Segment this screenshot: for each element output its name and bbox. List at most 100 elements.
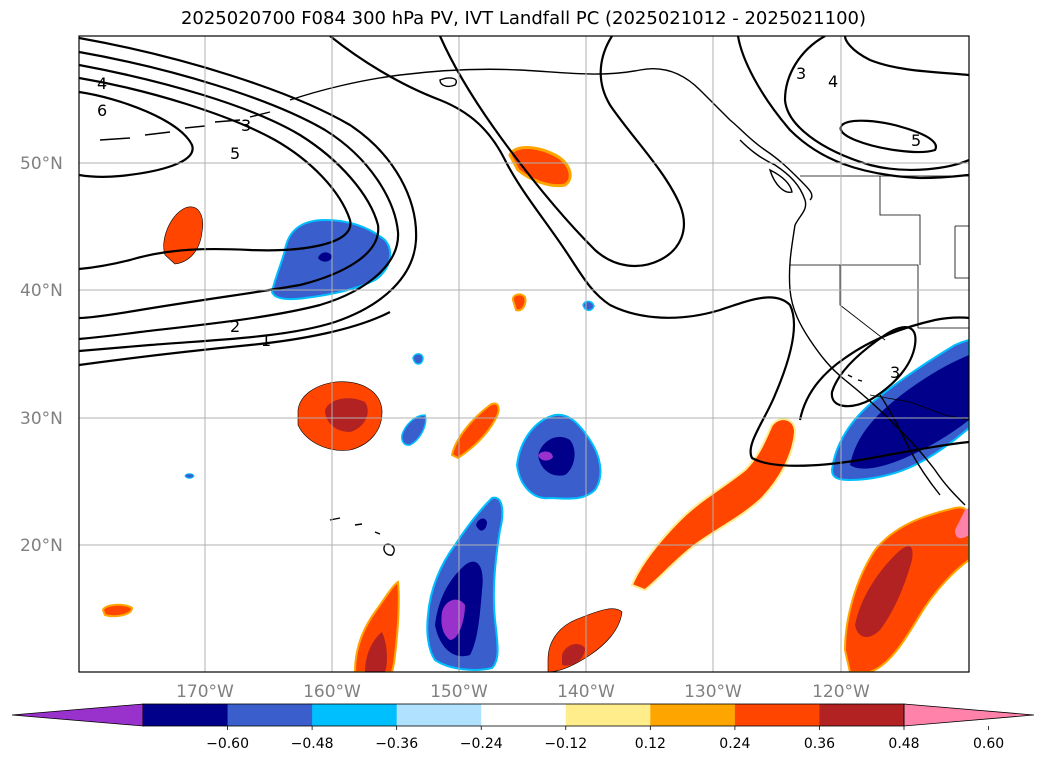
political-borders: [790, 175, 969, 421]
lon-label: 120°W: [812, 682, 870, 702]
colorbar-segment: [734, 704, 820, 726]
lon-label: 130°W: [684, 682, 742, 702]
contour-closed-150w: [438, 36, 685, 267]
colorbar-segment: [650, 704, 736, 726]
colorbar-segment: [227, 704, 313, 726]
pos-region-south-140w: [547, 608, 623, 672]
pos-region-small-40n: [511, 293, 527, 312]
contour-3-east: [736, 36, 969, 180]
pos-region-aleutian: [163, 206, 203, 265]
contour-6: [79, 90, 194, 178]
colorbar-tick-label: −0.48: [291, 736, 334, 752]
map-area: 4 6 3 5 2 1 3 4 5 3: [79, 36, 969, 672]
lat-label: 20°N: [20, 536, 63, 556]
contour-label: 1: [261, 331, 271, 350]
neg-core-california: [850, 355, 969, 469]
contour-5: [79, 76, 352, 271]
lon-label: 150°W: [430, 682, 488, 702]
longitude-labels: 170°W 160°W 150°W 140°W 130°W 120°W: [176, 682, 870, 702]
colorbar-segment: [143, 704, 229, 726]
contour-labels: 4 6 3 5 2 1 3 4 5 3: [97, 64, 921, 382]
colorbar-tick-label: −0.36: [375, 736, 418, 752]
pos-region-mexico-coast: [843, 506, 969, 672]
neg-region-small-152w: [412, 353, 424, 365]
pos-core-mexico-coast: [855, 546, 913, 637]
contour-label: 4: [828, 72, 838, 91]
latitude-labels: 50°N 40°N 30°N 20°N: [20, 154, 63, 556]
contour-label: 3: [241, 116, 251, 135]
colorbar-segment: [312, 704, 398, 726]
vancouver-island: [768, 168, 793, 193]
colorbar-tick-label: 0.48: [888, 736, 919, 752]
contour-north-loop: [843, 36, 969, 77]
contour-5-east: [839, 119, 938, 154]
contour-label: 5: [911, 131, 921, 150]
alaska-coast: [289, 68, 813, 201]
map-title: 2025020700 F084 300 hPa PV, IVT Landfall…: [180, 8, 867, 29]
gridlines: [79, 36, 969, 672]
colorbar-tick-label: 0.24: [719, 736, 750, 752]
lon-label: 160°W: [303, 682, 361, 702]
aleutian-islands: [99, 111, 271, 141]
kodiak-island: [439, 77, 457, 88]
pos-region-streak-150w: [450, 402, 500, 460]
contour-1-california: [798, 316, 969, 421]
colorbar-tick-label: 0.36: [804, 736, 835, 752]
contour-4: [79, 63, 380, 320]
state-border-2: [879, 176, 921, 265]
lat-label: 40°N: [20, 281, 63, 301]
hawaii-islands: [329, 517, 395, 556]
contour-label: 6: [97, 101, 107, 120]
lon-label: 140°W: [557, 682, 615, 702]
pos-region-south-155w: [353, 580, 400, 672]
pos-core-west-central: [325, 398, 368, 432]
contour-3: [79, 50, 400, 341]
contour-label: 3: [890, 363, 900, 382]
neg-core-north-central: [318, 252, 332, 262]
pos-region-tiny-west: [101, 603, 134, 618]
contour-label: 2: [230, 317, 240, 336]
lat-label: 30°N: [20, 409, 63, 429]
pv-contours: [79, 36, 969, 467]
pos-region-north-pacific: [508, 146, 572, 188]
colorbar-extend-min: [11, 703, 144, 727]
colorbar-segment: [481, 704, 567, 726]
contour-label: 5: [230, 144, 240, 163]
pos-core-south-140w: [562, 644, 585, 666]
contour-label: 4: [97, 74, 107, 93]
colorbar-segment: [396, 704, 482, 726]
colorbar-segment: [819, 704, 905, 726]
neg-core-central: [538, 436, 575, 476]
neg-peak-central: [538, 451, 553, 461]
lat-label: 50°N: [20, 154, 63, 174]
colorbar-tick-label: −0.12: [544, 736, 587, 752]
positive-anomaly-fills: [101, 146, 969, 672]
contour-2: [79, 36, 418, 353]
bc-coast: [739, 139, 807, 226]
contour-3-california: [830, 326, 917, 408]
colorbar-outline: [142, 703, 905, 727]
colorbar-tick-label: 0.60: [973, 736, 1004, 752]
contour-1-inner: [79, 311, 391, 367]
neg-region-small-153w: [401, 414, 427, 446]
pos-core-south-155w: [365, 632, 387, 672]
neg-region-small-145w: [582, 300, 595, 312]
lon-label: 170°W: [176, 682, 234, 702]
colorbar-tick-label: 0.12: [635, 736, 666, 752]
colorbar-tick-label: −0.60: [206, 736, 249, 752]
map-frame: [78, 35, 970, 673]
state-border-3: [954, 225, 969, 279]
contour-label: 3: [796, 64, 806, 83]
channel-islands: [847, 374, 863, 382]
state-border-1: [790, 264, 969, 329]
neg-region-tiny-west: [184, 473, 195, 479]
neg-region-north-central: [270, 218, 392, 301]
state-border-4: [839, 265, 886, 341]
pos-peak-mexico-coast: [955, 508, 969, 539]
contour-1: [329, 36, 969, 467]
colorbar-tick-label: −0.24: [460, 736, 503, 752]
colorbar: −0.60 −0.48 −0.36 −0.24 −0.12 0.12 0.24 0.36 0.4…: [11, 703, 1035, 752]
neg-core-streak-north: [476, 518, 487, 531]
colorbar-segment: [565, 704, 651, 726]
